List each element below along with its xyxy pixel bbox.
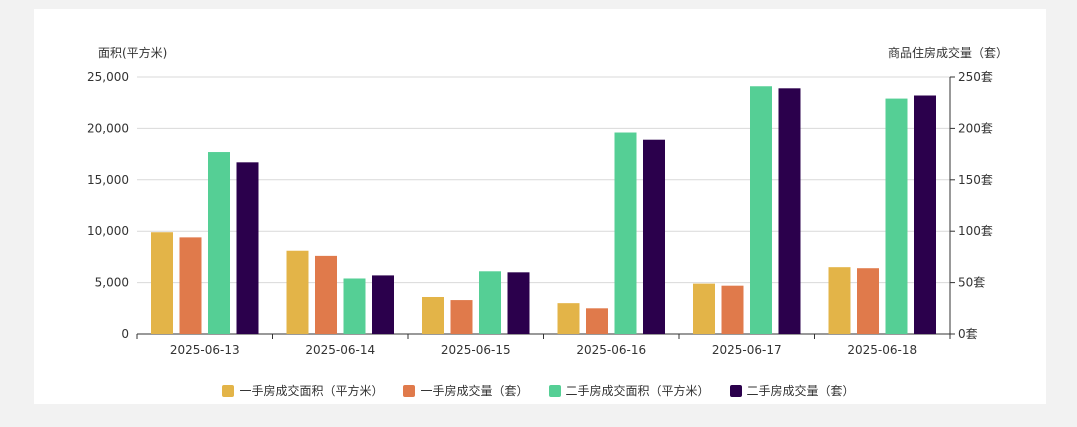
right-tick-label: 150套 — [958, 173, 993, 187]
legend-label: 一手房成交面积（平方米） — [239, 384, 384, 398]
bar — [914, 95, 936, 334]
bar — [828, 267, 851, 334]
left-tick-label: 15,000 — [87, 173, 129, 187]
bars — [151, 86, 936, 334]
right-tick-label: 50套 — [958, 276, 985, 290]
bar — [614, 132, 637, 334]
x-tick-label: 2025-06-15 — [441, 343, 511, 357]
legend: 一手房成交面积（平方米） 一手房成交量（套） 二手房成交面积（平方米） 二手房成… — [0, 382, 1077, 399]
bar — [179, 237, 202, 334]
bar — [479, 271, 501, 334]
bar — [422, 296, 444, 334]
legend-swatch — [403, 384, 416, 397]
chart-panel — [34, 9, 1046, 404]
right-axis-label: 商品住房成交量（套） — [888, 45, 1008, 60]
x-tick-label: 2025-06-18 — [847, 343, 917, 357]
bar — [885, 98, 908, 334]
left-tick-label: 10,000 — [87, 224, 129, 238]
legend-label: 二手房成交面积（平方米） — [565, 384, 710, 398]
x-tick-label: 2025-06-13 — [170, 343, 240, 357]
left-tick-label: 25,000 — [87, 70, 129, 84]
right-tick-label: 200套 — [958, 121, 993, 135]
bar — [693, 283, 715, 334]
legend-swatch — [548, 384, 561, 397]
bar — [586, 308, 608, 334]
bar — [315, 255, 337, 334]
left-tick-label: 20,000 — [87, 121, 129, 135]
right-tick-label: 0套 — [958, 327, 978, 341]
legend-item-first-hand-area[interactable]: 一手房成交面积（平方米） — [222, 382, 383, 399]
right-tick-label: 250套 — [958, 70, 993, 84]
bar — [208, 152, 230, 334]
bar — [151, 232, 173, 334]
bar — [286, 250, 309, 334]
bar — [236, 162, 259, 334]
left-tick-label: 5,000 — [95, 276, 129, 290]
bar — [557, 303, 580, 334]
bar — [721, 285, 744, 334]
legend-item-first-hand-volume[interactable]: 一手房成交量（套） — [403, 382, 529, 399]
bar — [372, 275, 394, 334]
x-tick-label: 2025-06-17 — [712, 343, 782, 357]
bar — [643, 139, 665, 334]
bar — [507, 272, 530, 334]
legend-item-second-hand-volume[interactable]: 二手房成交量（套） — [729, 382, 855, 399]
bar — [778, 88, 801, 334]
legend-swatch — [222, 384, 235, 397]
legend-swatch — [729, 384, 742, 397]
x-tick-label: 2025-06-16 — [576, 343, 646, 357]
bar — [857, 268, 879, 334]
legend-label: 一手房成交量（套） — [420, 384, 529, 398]
left-axis-label: 面积(平方米) — [98, 45, 167, 60]
gridlines — [136, 76, 955, 339]
left-tick-label: 0 — [121, 327, 129, 341]
right-tick-label: 100套 — [958, 224, 993, 238]
tick-labels: 0 0套 5,000 50套 10,000 100套 15,000 150套 20,000 200… — [87, 70, 993, 357]
bar — [750, 86, 772, 334]
legend-item-second-hand-area[interactable]: 二手房成交面积（平方米） — [548, 382, 710, 399]
bar — [343, 278, 366, 334]
bar — [450, 300, 473, 334]
legend-label: 二手房成交量（套） — [746, 384, 855, 398]
x-tick-label: 2025-06-14 — [305, 343, 375, 357]
